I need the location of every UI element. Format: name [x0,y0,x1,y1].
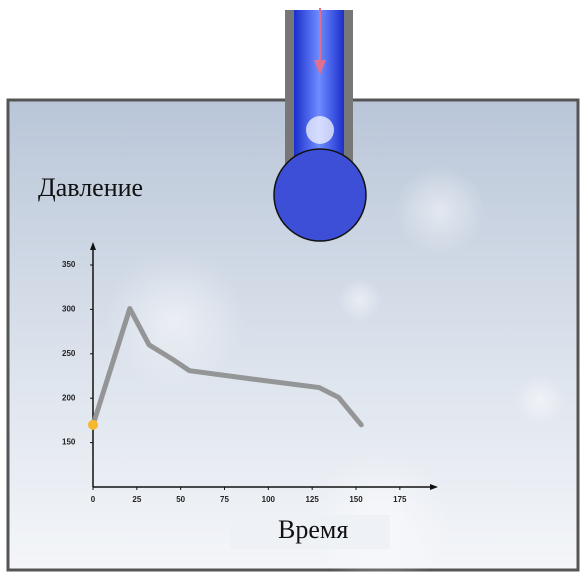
x-tick-label: 100 [262,495,276,504]
x-tick-label: 175 [393,495,407,504]
bubble [338,278,382,322]
y-tick-label: 200 [62,393,76,402]
bubble [515,375,565,425]
gas-bubble [274,149,366,241]
x-tick-label: 0 [91,495,96,504]
x-tick-label: 125 [305,495,319,504]
bubble [395,165,485,255]
current-point [88,420,98,430]
y-tick-label: 350 [62,260,76,269]
y-tick-label: 150 [62,438,76,447]
glint [306,116,334,144]
x-tick-label: 150 [349,495,363,504]
y-tick-label: 250 [62,349,76,358]
x-axis-label: Время [278,515,348,544]
x-tick-label: 25 [132,495,141,504]
x-tick-label: 50 [176,495,185,504]
x-tick-label: 75 [220,495,229,504]
y-tick-label: 300 [62,305,76,314]
y-axis-label: Давление [38,173,143,202]
illustration: Давление Время 150 200 250 300 350 0 25 50 75 100… [0,0,585,574]
